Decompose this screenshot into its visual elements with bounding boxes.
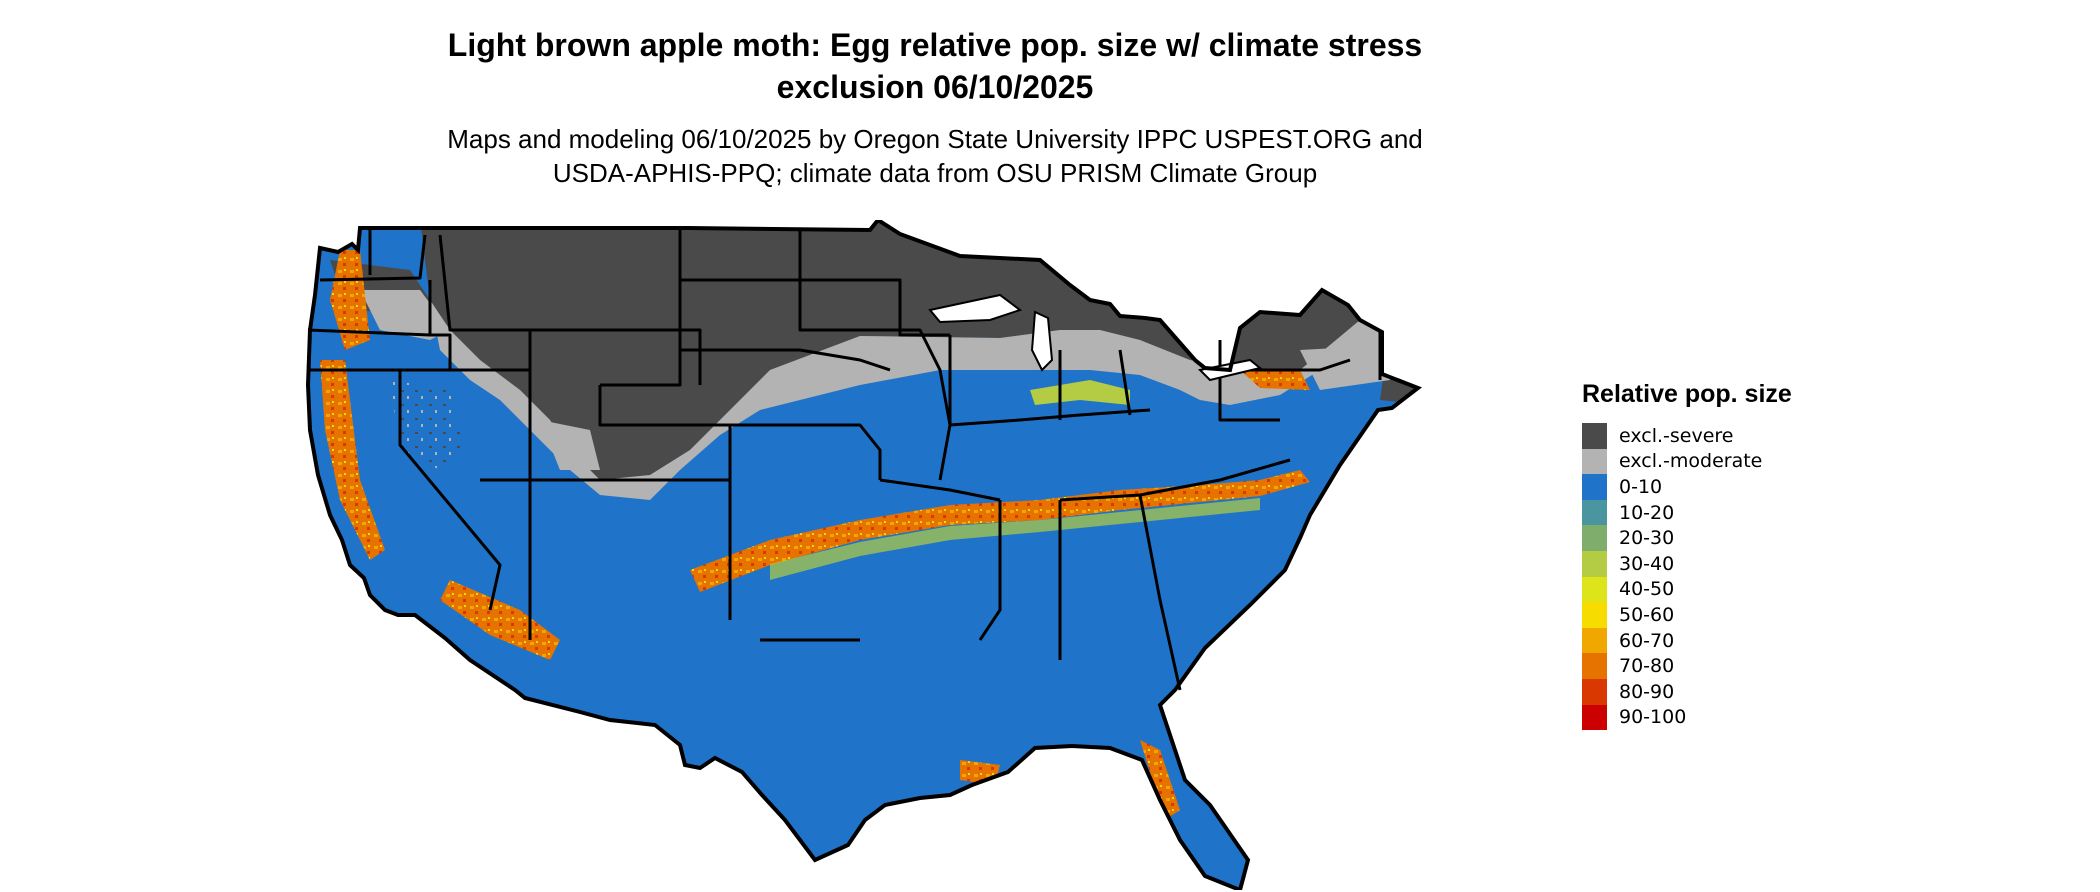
legend-label: 80-90 <box>1619 680 1675 703</box>
legend-label: 50-60 <box>1619 603 1675 626</box>
legend-label: 30-40 <box>1619 552 1675 575</box>
legend-swatch <box>1582 576 1607 603</box>
border-wyoming <box>600 330 682 387</box>
border-north-south-dakota <box>680 278 860 332</box>
border-ohio-river <box>949 408 1151 427</box>
legend-label: 20-30 <box>1619 527 1675 550</box>
legend-swatch <box>1582 678 1607 705</box>
region-great-basin-mixed <box>390 380 465 470</box>
lake-superior <box>928 293 1023 324</box>
map-title-line-2: exclusion 06/10/2025 <box>776 69 1094 105</box>
legend-label: 10-20 <box>1619 501 1675 524</box>
legend-label: 40-50 <box>1619 578 1675 601</box>
border-minnesota-wisconsin <box>840 278 950 337</box>
map-title-line-1: Light brown apple moth: Egg relative pop… <box>447 27 1423 63</box>
legend-label: excl.-moderate <box>1619 450 1763 473</box>
legend-swatch <box>1582 550 1607 577</box>
region-excl-moderate-southwest <box>540 420 600 470</box>
us-map <box>306 220 1420 890</box>
region-excl-moderate-northeast <box>1300 345 1390 390</box>
lake-michigan <box>1030 310 1054 372</box>
border-south-dakota-nebraska <box>680 348 891 372</box>
legend-swatch <box>1582 448 1607 475</box>
legend-label: excl.-severe <box>1619 424 1734 447</box>
map-subtitle: Maps and modeling 06/10/2025 by Oregon S… <box>300 122 1570 190</box>
region-pacific-coast-70-80 <box>320 360 385 560</box>
legend-swatch <box>1582 499 1607 526</box>
border-mississippi <box>978 500 1002 641</box>
legend-label: 70-80 <box>1619 655 1675 678</box>
legend-swatch <box>1582 653 1607 679</box>
legend-item: 60-70 <box>1582 627 1792 654</box>
border-ohio-indiana <box>1118 349 1132 416</box>
legend-swatch <box>1582 602 1607 628</box>
map-title: Light brown apple moth: Egg relative pop… <box>300 24 1570 108</box>
map-subtitle-line-1: Maps and modeling 06/10/2025 by Oregon S… <box>447 124 1423 154</box>
legend-swatch <box>1582 627 1607 654</box>
region-excl-moderate-northwest <box>360 290 450 340</box>
region-great-lakes-70-80 <box>1240 370 1310 390</box>
legend: Relative pop. size excl.-severe excl.-mod… <box>1582 380 1792 731</box>
border-oklahoma-arkansas <box>879 478 1001 502</box>
border-idaho-nevada <box>430 333 452 370</box>
region-southern-band-70-80 <box>690 470 1310 592</box>
legend-item: 80-90 <box>1582 678 1792 705</box>
legend-swatch <box>1582 525 1607 551</box>
great-lakes <box>928 293 1263 382</box>
region-northwest-coast-70-80 <box>330 250 370 350</box>
border-washington-oregon <box>319 234 427 282</box>
border-minnesota-north-dakota <box>798 228 840 282</box>
border-carolinas <box>1219 458 1291 482</box>
legend-item: excl.-severe <box>1582 423 1792 449</box>
legend-swatch <box>1582 704 1607 731</box>
legend-item: 50-60 <box>1582 602 1792 628</box>
legend-item: 70-80 <box>1582 653 1792 679</box>
legend-item: 90-100 <box>1582 704 1792 731</box>
border-idaho-montana <box>438 234 532 370</box>
region-florida-70-80 <box>1140 740 1180 820</box>
legend-label: 90-100 <box>1619 706 1687 729</box>
legend-items: excl.-severe excl.-moderate 0-10 10-20 20-30… <box>1582 423 1792 731</box>
border-california-nevada <box>308 368 502 611</box>
legend-item: 20-30 <box>1582 525 1792 551</box>
legend-swatch <box>1582 423 1607 449</box>
legend-item: 10-20 <box>1582 499 1792 526</box>
legend-label: 0-10 <box>1619 475 1663 498</box>
region-ohio-30-40 <box>1030 380 1130 405</box>
legend-item: excl.-moderate <box>1582 448 1792 475</box>
legend-label: 60-70 <box>1619 629 1675 652</box>
border-nevada-utah <box>400 368 532 482</box>
map-subtitle-line-2: USDA-APHIS-PPQ; climate data from OSU PR… <box>552 158 1318 188</box>
border-colorado <box>598 385 732 480</box>
legend-item: 40-50 <box>1582 576 1792 603</box>
legend-swatch <box>1582 474 1607 500</box>
border-kansas-oklahoma <box>730 423 882 480</box>
legend-item: 0-10 <box>1582 474 1792 500</box>
legend-title: Relative pop. size <box>1582 380 1792 408</box>
legend-item: 30-40 <box>1582 550 1792 577</box>
region-southern-band-40-50 <box>770 498 1260 580</box>
border-iowa-missouri <box>860 328 952 426</box>
border-georgia-alabama <box>1138 494 1182 691</box>
region-excl-severe-new-england <box>1380 330 1418 420</box>
